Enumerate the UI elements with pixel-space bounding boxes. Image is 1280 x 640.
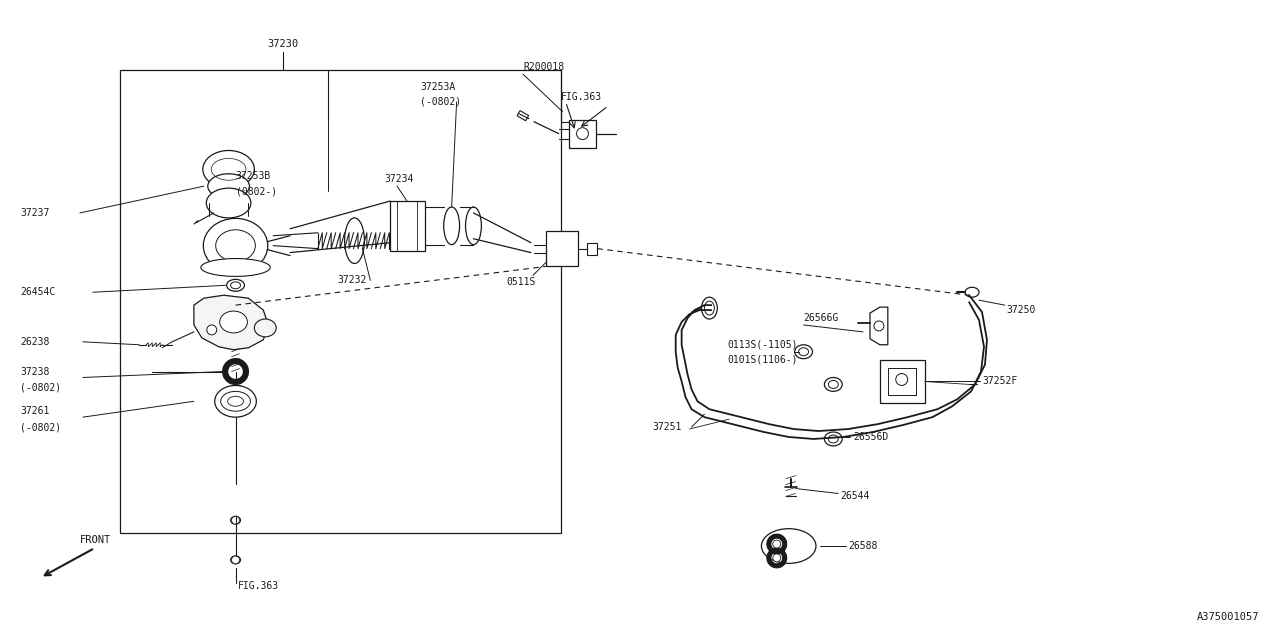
Ellipse shape	[220, 311, 247, 333]
Ellipse shape	[201, 259, 270, 276]
Ellipse shape	[762, 529, 815, 563]
Text: 37253A: 37253A	[420, 82, 456, 92]
Text: FIG.363: FIG.363	[238, 580, 279, 591]
Ellipse shape	[828, 435, 838, 443]
Text: (-0802): (-0802)	[20, 422, 61, 432]
Text: 37230: 37230	[268, 40, 298, 49]
Text: (0802-): (0802-)	[236, 186, 276, 196]
Bar	[390, 201, 425, 251]
Text: 26454C: 26454C	[20, 287, 55, 297]
Ellipse shape	[824, 378, 842, 392]
Text: 0511S: 0511S	[506, 277, 535, 287]
Text: FRONT: FRONT	[79, 535, 111, 545]
Text: 37261: 37261	[20, 406, 50, 416]
Ellipse shape	[202, 150, 255, 188]
Ellipse shape	[228, 396, 243, 406]
Text: 37252F: 37252F	[982, 376, 1018, 387]
Ellipse shape	[255, 319, 276, 337]
Text: 26238: 26238	[20, 337, 50, 347]
Bar	[517, 111, 529, 121]
Ellipse shape	[799, 348, 809, 356]
Ellipse shape	[828, 380, 838, 388]
Ellipse shape	[220, 392, 251, 412]
Circle shape	[232, 516, 239, 524]
Circle shape	[207, 325, 216, 335]
Ellipse shape	[965, 287, 979, 297]
Ellipse shape	[204, 218, 268, 273]
Text: 37238: 37238	[20, 367, 50, 376]
Circle shape	[773, 540, 781, 548]
Ellipse shape	[466, 207, 481, 244]
Circle shape	[576, 128, 589, 140]
Circle shape	[896, 374, 908, 385]
Text: 37234: 37234	[384, 174, 413, 184]
Text: 0101S(1106-): 0101S(1106-)	[727, 355, 797, 365]
Text: A375001057: A375001057	[1197, 612, 1260, 622]
Circle shape	[232, 556, 239, 564]
Ellipse shape	[207, 174, 250, 198]
Ellipse shape	[344, 218, 365, 264]
Bar	[119, 70, 561, 533]
Ellipse shape	[215, 385, 256, 417]
Text: 26566G: 26566G	[804, 313, 838, 323]
Bar	[588, 243, 598, 255]
Text: FIG.363: FIG.363	[561, 92, 602, 102]
Ellipse shape	[216, 230, 256, 262]
Text: (-0802): (-0802)	[20, 383, 61, 392]
Text: 37232: 37232	[338, 275, 367, 285]
Bar	[888, 367, 915, 396]
Text: 37237: 37237	[20, 208, 50, 218]
Bar	[568, 120, 596, 147]
Ellipse shape	[824, 432, 842, 446]
Ellipse shape	[230, 556, 241, 564]
Ellipse shape	[206, 188, 251, 218]
Ellipse shape	[704, 301, 714, 315]
Bar	[879, 360, 924, 403]
Ellipse shape	[227, 279, 244, 291]
Text: 37251: 37251	[652, 422, 681, 432]
Circle shape	[773, 554, 781, 562]
Ellipse shape	[444, 207, 460, 244]
Text: 26588: 26588	[849, 541, 878, 551]
Text: 26556D: 26556D	[854, 432, 888, 442]
Text: (-0802): (-0802)	[420, 97, 461, 107]
Ellipse shape	[230, 282, 241, 289]
Text: 37253B: 37253B	[236, 172, 271, 181]
Text: 37250: 37250	[1007, 305, 1037, 315]
Bar	[545, 231, 577, 266]
Polygon shape	[193, 295, 269, 349]
Text: R200018: R200018	[524, 62, 564, 72]
Ellipse shape	[701, 297, 717, 319]
Text: 26544: 26544	[840, 492, 869, 502]
Ellipse shape	[795, 345, 813, 358]
Text: 0113S(-1105): 0113S(-1105)	[727, 340, 797, 350]
Ellipse shape	[230, 516, 241, 524]
Circle shape	[874, 321, 884, 331]
